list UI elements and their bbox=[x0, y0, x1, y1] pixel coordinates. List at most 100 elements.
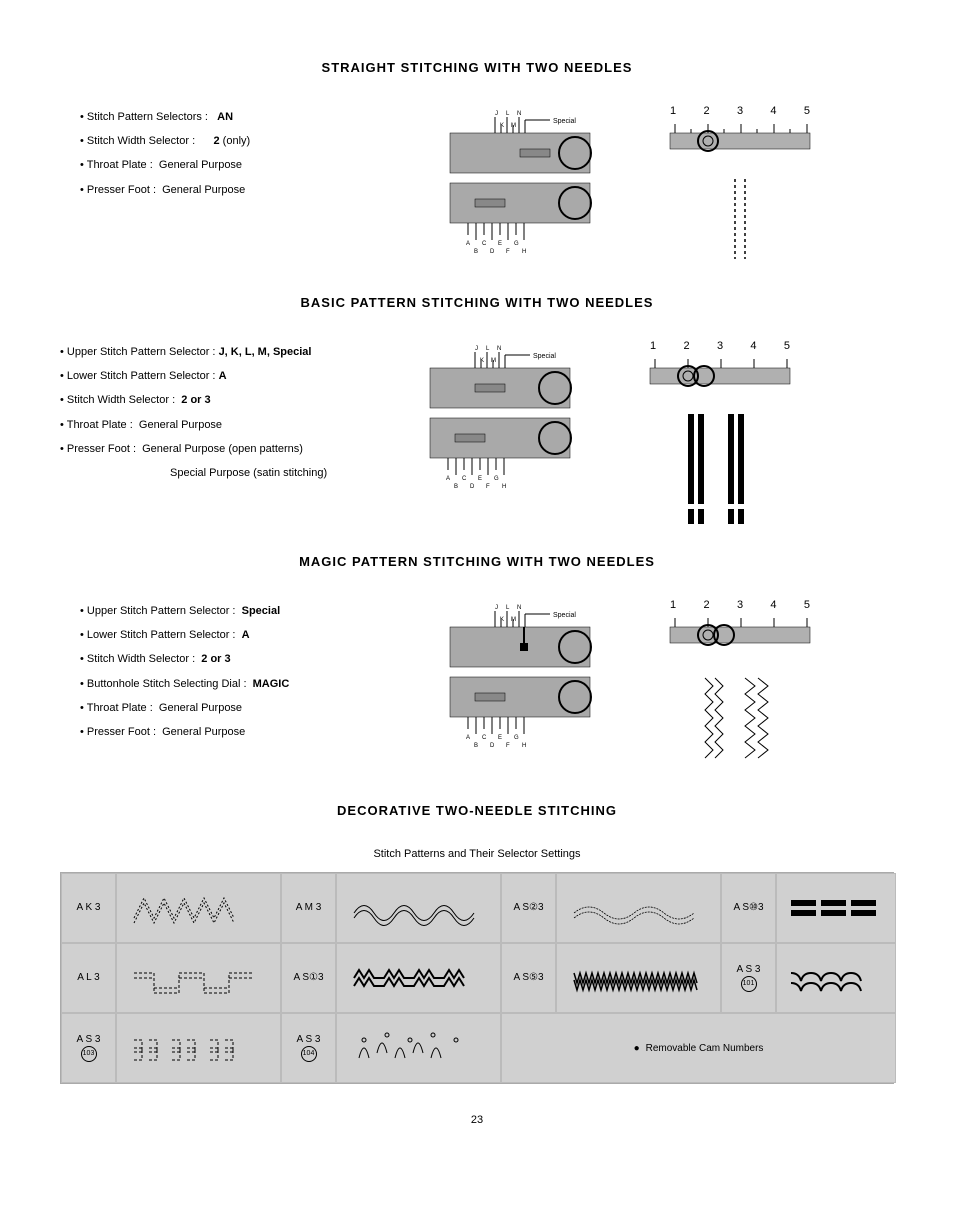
setting-line: • Presser Foot : General Purpose bbox=[80, 720, 390, 744]
pattern-code-cell: A S 3104 bbox=[281, 1013, 336, 1083]
settings-straight: • Stitch Pattern Selectors : AN • Stitch… bbox=[60, 105, 390, 202]
svg-text:F: F bbox=[486, 484, 490, 490]
result-straight: 1 2 3 4 5 bbox=[650, 105, 830, 259]
svg-text:B: B bbox=[454, 484, 458, 490]
scale-num: 2 bbox=[703, 105, 709, 117]
section-magic: • Upper Stitch Pattern Selector : Specia… bbox=[60, 599, 894, 773]
width-scale-numbers: 1 2 3 4 5 bbox=[670, 105, 810, 117]
setting-label: Upper Stitch Pattern Selector : bbox=[67, 346, 216, 358]
scale-num: 2 bbox=[683, 340, 689, 352]
pattern-code: A S 3 bbox=[737, 964, 761, 976]
pattern-code: A S 3 bbox=[77, 1034, 101, 1046]
setting-value: Special Purpose (satin stitching) bbox=[170, 467, 327, 479]
setting-label: Throat Plate : bbox=[87, 702, 153, 714]
pattern-code-cell: A S⑤3 bbox=[501, 943, 556, 1013]
svg-text:C: C bbox=[482, 241, 487, 247]
svg-text:N: N bbox=[517, 605, 521, 611]
pattern-swatch bbox=[116, 943, 281, 1013]
setting-value: AN bbox=[217, 111, 233, 123]
svg-text:N: N bbox=[517, 111, 521, 117]
selector-svg: JLN KM Special ACEG BDFH bbox=[420, 599, 620, 759]
section-basic: • Upper Stitch Pattern Selector : J, K, … bbox=[60, 340, 894, 524]
setting-line: • Throat Plate : General Purpose bbox=[80, 696, 390, 720]
setting-line: • Stitch Width Selector : 2 (only) bbox=[80, 129, 390, 153]
pattern-code-cell: A S⑩3 bbox=[721, 873, 776, 943]
setting-line: • Buttonhole Stitch Selecting Dial : MAG… bbox=[80, 672, 390, 696]
scale-num: 1 bbox=[670, 105, 676, 117]
svg-text:F: F bbox=[506, 249, 510, 255]
scale-num: 1 bbox=[650, 340, 656, 352]
setting-line: • Throat Plate : General Purpose bbox=[60, 413, 370, 437]
result-basic: 1 2 3 4 5 bbox=[630, 340, 810, 524]
svg-text:H: H bbox=[522, 249, 526, 255]
width-scale-svg bbox=[660, 613, 820, 653]
selector-svg: JLN KM Special ACEG BDFH bbox=[400, 340, 600, 500]
pattern-note-cell: ● Removable Cam Numbers bbox=[501, 1013, 896, 1083]
svg-text:H: H bbox=[502, 484, 506, 490]
pattern-code: A S②3 bbox=[513, 902, 543, 914]
stitch-sample-straight bbox=[710, 179, 770, 259]
setting-value: J, K, L, M, Special bbox=[219, 346, 312, 358]
setting-label: Upper Stitch Pattern Selector : bbox=[87, 605, 236, 617]
pattern-code-cell: A L 3 bbox=[61, 943, 116, 1013]
pattern-swatch bbox=[116, 1013, 281, 1083]
setting-label: Stitch Width Selector : bbox=[87, 653, 195, 665]
setting-label: Throat Plate : bbox=[87, 159, 153, 171]
setting-value: General Purpose bbox=[139, 419, 222, 431]
setting-value: A bbox=[242, 629, 250, 641]
setting-value: 2 or 3 bbox=[181, 394, 210, 406]
setting-label: Presser Foot : bbox=[87, 184, 156, 196]
setting-line: Special Purpose (satin stitching) bbox=[60, 461, 370, 485]
svg-text:A: A bbox=[466, 241, 470, 247]
svg-text:Special: Special bbox=[533, 353, 556, 360]
svg-text:A: A bbox=[466, 735, 470, 741]
pattern-code: A S①3 bbox=[293, 972, 323, 984]
setting-line: • Stitch Width Selector : 2 or 3 bbox=[80, 647, 390, 671]
pattern-swatch bbox=[116, 873, 281, 943]
svg-text:E: E bbox=[478, 476, 482, 482]
pattern-code-cell: A K 3 bbox=[61, 873, 116, 943]
pattern-code: A K 3 bbox=[77, 902, 101, 914]
svg-text:J: J bbox=[475, 346, 478, 352]
setting-line: • Lower Stitch Pattern Selector : A bbox=[60, 364, 370, 388]
section-title-decorative: DECORATIVE TWO-NEEDLE STITCHING bbox=[60, 803, 894, 818]
section-title-magic: MAGIC PATTERN STITCHING WITH TWO NEEDLES bbox=[60, 554, 894, 569]
svg-text:C: C bbox=[482, 735, 487, 741]
setting-line: • Stitch Width Selector : 2 or 3 bbox=[60, 388, 370, 412]
pattern-code-cell: A S①3 bbox=[281, 943, 336, 1013]
setting-value: General Purpose bbox=[162, 726, 245, 738]
note-text: Removable Cam Numbers bbox=[646, 1043, 764, 1054]
svg-text:E: E bbox=[498, 735, 502, 741]
svg-text:J: J bbox=[495, 605, 498, 611]
svg-text:D: D bbox=[470, 484, 475, 490]
svg-text:D: D bbox=[490, 743, 495, 749]
page-number: 23 bbox=[60, 1114, 894, 1126]
svg-text:Special: Special bbox=[553, 612, 576, 619]
width-scale-numbers: 1 2 3 4 5 bbox=[670, 599, 810, 611]
note-symbol-icon: ● bbox=[634, 1043, 640, 1054]
setting-label: Throat Plate : bbox=[67, 419, 133, 431]
svg-text:N: N bbox=[497, 346, 501, 352]
pattern-swatch bbox=[556, 943, 721, 1013]
svg-text:G: G bbox=[514, 735, 519, 741]
scale-num: 5 bbox=[784, 340, 790, 352]
setting-label: Stitch Width Selector : bbox=[67, 394, 175, 406]
setting-value: General Purpose bbox=[159, 702, 242, 714]
setting-label: Presser Foot : bbox=[87, 726, 156, 738]
svg-text:C: C bbox=[462, 476, 467, 482]
pattern-code: A M 3 bbox=[296, 902, 322, 914]
settings-magic: • Upper Stitch Pattern Selector : Specia… bbox=[60, 599, 390, 744]
scale-num: 3 bbox=[737, 105, 743, 117]
scale-num: 4 bbox=[750, 340, 756, 352]
pattern-code: A S⑤3 bbox=[513, 972, 543, 984]
svg-text:G: G bbox=[514, 241, 519, 247]
setting-value: Special bbox=[242, 605, 281, 617]
pattern-code: A S 3 bbox=[297, 1034, 321, 1046]
stitch-sample-magic bbox=[690, 673, 790, 773]
section-title-basic: BASIC PATTERN STITCHING WITH TWO NEEDLES bbox=[60, 295, 894, 310]
setting-value: MAGIC bbox=[253, 678, 290, 690]
svg-text:B: B bbox=[474, 249, 478, 255]
scale-num: 3 bbox=[737, 599, 743, 611]
pattern-code-cell: A S 3103 bbox=[61, 1013, 116, 1083]
decorative-subtitle: Stitch Patterns and Their Selector Setti… bbox=[60, 848, 894, 860]
